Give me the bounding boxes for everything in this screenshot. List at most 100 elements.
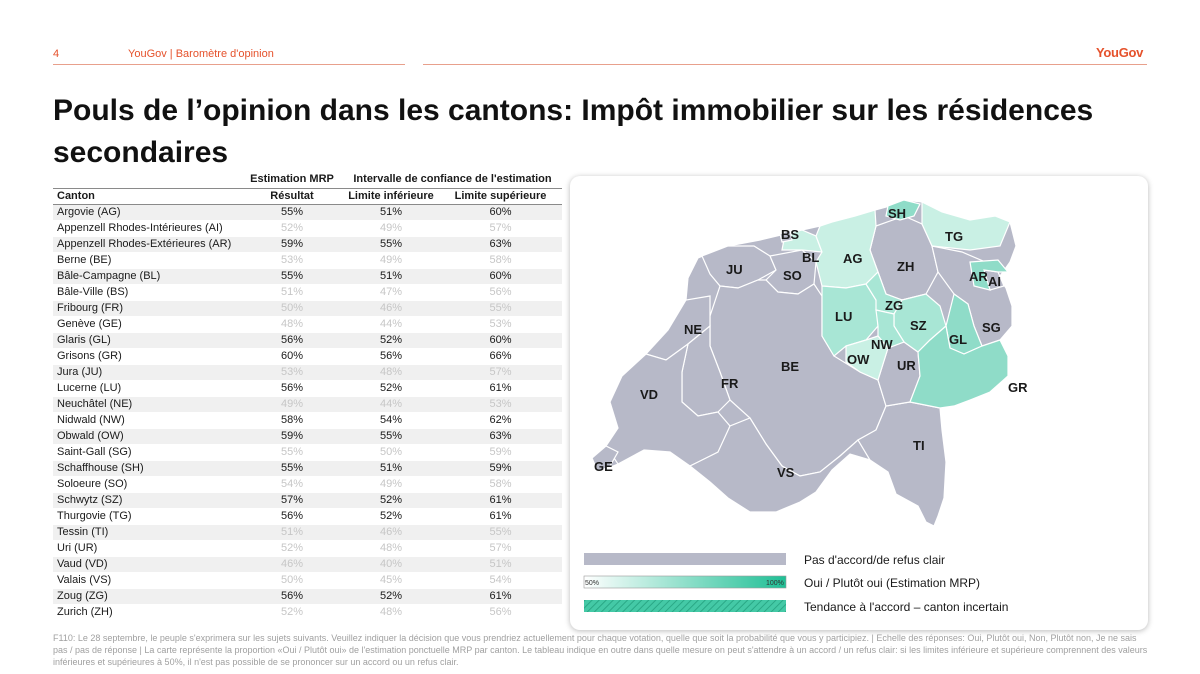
cell-upper: 58% <box>439 476 562 493</box>
cell-result: 58% <box>241 412 343 429</box>
cell-upper: 54% <box>439 572 562 589</box>
label-BS: BS <box>781 227 799 242</box>
cell-lower: 51% <box>343 460 439 477</box>
cell-canton: Zurich (ZH) <box>53 604 241 621</box>
cell-lower: 44% <box>343 316 439 333</box>
label-AG: AG <box>843 251 863 266</box>
table-row: Fribourg (FR) 50% 46% 55% <box>53 300 562 317</box>
cell-result: 53% <box>241 252 343 269</box>
canton-schaffhausen <box>885 199 921 221</box>
cell-result: 50% <box>241 572 343 589</box>
label-AI: AI <box>988 274 1001 289</box>
legend-label-tendency: Tendance à l'accord – canton incertain <box>804 600 1008 614</box>
cell-canton: Neuchâtel (NE) <box>53 396 241 413</box>
label-JU: JU <box>726 262 743 277</box>
header-title: YouGov | Baromètre d'opinion <box>128 48 274 60</box>
cell-upper: 53% <box>439 316 562 333</box>
canton-appenzell-ar <box>969 259 1010 291</box>
column-header-lower: Limite inférieure <box>343 188 439 205</box>
cell-canton: Saint-Gall (SG) <box>53 444 241 461</box>
cell-canton: Bâle-Ville (BS) <box>53 284 241 301</box>
legend-swatch-tendency <box>584 600 786 612</box>
cell-canton: Valais (VS) <box>53 572 241 589</box>
cell-upper: 58% <box>439 252 562 269</box>
column-header-canton: Canton <box>53 188 241 205</box>
cell-upper: 60% <box>439 204 562 221</box>
page-number: 4 <box>53 48 60 60</box>
cell-upper: 55% <box>439 300 562 317</box>
cell-canton: Genève (GE) <box>53 316 241 333</box>
cell-canton: Soloeure (SO) <box>53 476 241 493</box>
cell-result: 52% <box>241 220 343 237</box>
switzerland-map: SH BS TG BL AG ZH JU SO AR AI ZG LU SZ S… <box>583 199 1028 614</box>
label-ZH: ZH <box>897 259 914 274</box>
table-row: Bâle-Ville (BS) 51% 47% 56% <box>53 284 562 301</box>
cell-result: 48% <box>241 316 343 333</box>
cell-canton: Grisons (GR) <box>53 348 241 365</box>
cell-lower: 44% <box>343 396 439 413</box>
label-SG: SG <box>982 320 1001 335</box>
cell-lower: 45% <box>343 572 439 589</box>
group-header-interval: Intervalle de confiance de l'estimation <box>343 172 562 189</box>
cell-result: 53% <box>241 364 343 381</box>
canton-aargau <box>815 209 879 289</box>
cell-result: 56% <box>241 332 343 349</box>
cell-lower: 52% <box>343 380 439 397</box>
label-VD: VD <box>640 387 658 402</box>
table-row: Zurich (ZH) 52% 48% 56% <box>53 604 562 621</box>
cell-result: 50% <box>241 300 343 317</box>
cell-upper: 59% <box>439 460 562 477</box>
cell-lower: 48% <box>343 540 439 557</box>
table-row: Genève (GE) 48% 44% 53% <box>53 316 562 333</box>
table-row: Uri (UR) 52% 48% 57% <box>53 540 562 557</box>
cell-upper: 60% <box>439 268 562 285</box>
canton-thurgau <box>921 201 1011 251</box>
label-AR: AR <box>969 269 988 284</box>
table-row: Bâle-Campagne (BL) 55% 51% 60% <box>53 268 562 285</box>
column-header-upper: Limite supérieure <box>439 188 562 205</box>
cell-lower: 49% <box>343 220 439 237</box>
cell-canton: Zoug (ZG) <box>53 588 241 605</box>
cell-upper: 51% <box>439 556 562 573</box>
cell-lower: 55% <box>343 428 439 445</box>
cell-upper: 63% <box>439 428 562 445</box>
legend-swatch-disagree <box>584 553 786 565</box>
cell-result: 55% <box>241 268 343 285</box>
legend-label-disagree: Pas d'accord/de refus clair <box>804 553 945 567</box>
cell-result: 49% <box>241 396 343 413</box>
table-row: Appenzell Rhodes-Extérieures (AR) 59% 55% 6… <box>53 236 562 253</box>
canton-nidwalden <box>875 309 905 349</box>
table-row: Saint-Gall (SG) 55% 50% 59% <box>53 444 562 461</box>
cell-result: 56% <box>241 508 343 525</box>
canton-baselstadt <box>779 229 793 243</box>
table-row: Appenzell Rhodes-Intérieures (AI) 52% 49% 5… <box>53 220 562 237</box>
label-GE: GE <box>594 459 613 474</box>
label-GL: GL <box>949 332 967 347</box>
table-row: Lucerne (LU) 56% 52% 61% <box>53 380 562 397</box>
cell-canton: Appenzell Rhodes-Extérieures (AR) <box>53 236 241 253</box>
label-OW: OW <box>847 352 870 367</box>
cell-upper: 61% <box>439 508 562 525</box>
cell-result: 59% <box>241 428 343 445</box>
canton-geneva <box>591 445 619 473</box>
canton-obwalden <box>845 335 889 381</box>
table-body: Argovie (AG) 55% 51% 60% Appenzell Rhodes-In… <box>53 204 562 621</box>
cell-upper: 59% <box>439 444 562 461</box>
cell-lower: 51% <box>343 268 439 285</box>
cell-result: 46% <box>241 556 343 573</box>
cell-lower: 47% <box>343 284 439 301</box>
cell-lower: 51% <box>343 204 439 221</box>
cell-canton: Jura (JU) <box>53 364 241 381</box>
label-SO: SO <box>783 268 802 283</box>
cell-lower: 52% <box>343 508 439 525</box>
cell-lower: 55% <box>343 236 439 253</box>
cell-result: 56% <box>241 380 343 397</box>
legend-scale-max: 100% <box>766 580 784 587</box>
cell-lower: 50% <box>343 444 439 461</box>
page-title: Pouls de l’opinion dans les cantons: Imp… <box>53 94 1094 169</box>
table-row: Vaud (VD) 46% 40% 51% <box>53 556 562 573</box>
cell-result: 55% <box>241 444 343 461</box>
cell-canton: Obwald (OW) <box>53 428 241 445</box>
label-ZG: ZG <box>885 298 903 313</box>
cell-result: 57% <box>241 492 343 509</box>
